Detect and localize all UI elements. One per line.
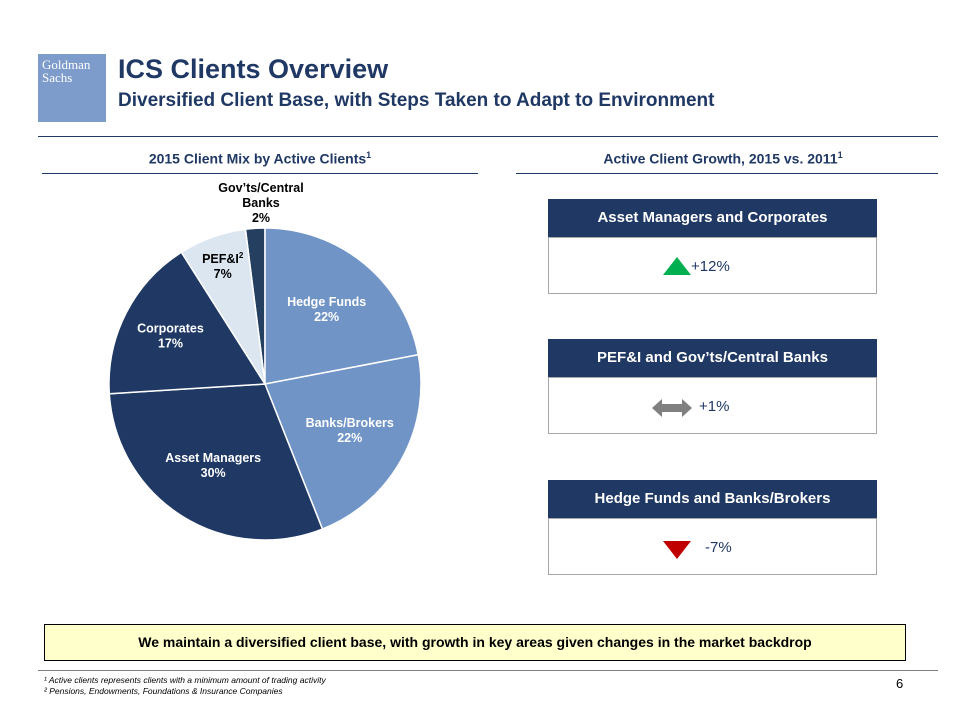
- pie-slice-asset-managers: [108, 383, 324, 541]
- growth-box-1-value: +12%: [691, 258, 730, 275]
- logo-line-1: Goldman: [42, 57, 91, 72]
- page-subtitle: Diversified Client Base, with Steps Take…: [118, 90, 715, 111]
- pie-label-hedge-funds: Hedge Funds 22%: [287, 295, 366, 324]
- right-section-footnote-ref: 1: [837, 150, 843, 160]
- growth-box-3-body: -7%: [548, 518, 877, 575]
- double-arrow-icon: [652, 399, 692, 417]
- growth-box-1-body: +12%: [548, 237, 877, 294]
- growth-box-3-title: Hedge Funds and Banks/Brokers: [548, 480, 877, 518]
- pie-slice-pef-i: [180, 228, 266, 385]
- left-section-title-text: 2015 Client Mix by Active Clients: [148, 150, 367, 167]
- right-section-rule: [516, 173, 938, 174]
- right-section-title-text: Active Client Growth, 2015 vs. 2011: [603, 150, 838, 167]
- pie-label-banks-brokers: Banks/Brokers 22%: [306, 416, 394, 445]
- pie-label-asset-managers: Asset Managers 30%: [165, 451, 261, 480]
- left-section-rule: [42, 173, 478, 174]
- right-section-title: Active Client Growth, 2015 vs. 20111: [508, 150, 938, 167]
- pie-slice-banks-brokers: [263, 353, 422, 531]
- goldman-sachs-logo: Goldman Sachs: [38, 54, 106, 122]
- footnote-2: ² Pensions, Endowments, Foundations & In…: [44, 686, 283, 696]
- page-title: ICS Clients Overview: [118, 54, 389, 84]
- down-triangle-icon: [663, 541, 691, 559]
- pie-slice-hedge-funds: [264, 227, 420, 385]
- left-section-footnote-ref: 1: [366, 150, 372, 160]
- growth-box-3-value: -7%: [705, 539, 732, 556]
- left-section-title: 2015 Client Mix by Active Clients1: [40, 150, 480, 167]
- client-mix-pie-chart: Gov’ts/Central Banks 2% Hedge Funds 22% Banks…: [108, 181, 422, 541]
- page-number: 6: [896, 676, 904, 691]
- header-rule: [38, 136, 938, 137]
- pie-slice-corporates: [108, 251, 267, 395]
- pie-label-corporates: Corporates 17%: [137, 321, 204, 350]
- growth-box-2-value: +1%: [699, 398, 730, 415]
- logo-line-2: Sachs: [42, 70, 73, 85]
- pie-label-gov-ts-central-banks: Gov’ts/Central Banks 2%: [218, 181, 303, 225]
- footer-rule: [38, 670, 938, 671]
- summary-banner: We maintain a diversified client base, w…: [44, 624, 906, 661]
- growth-box-2-body: +1%: [548, 377, 877, 434]
- pie-label-pef-i: PEF&I2 7%: [202, 251, 244, 281]
- growth-box-2-title: PEF&I and Gov’ts/Central Banks: [548, 339, 877, 377]
- footnote-1: ¹ Active clients represents clients with…: [44, 675, 326, 685]
- growth-box-1-title: Asset Managers and Corporates: [548, 199, 877, 237]
- up-triangle-icon: [663, 257, 691, 275]
